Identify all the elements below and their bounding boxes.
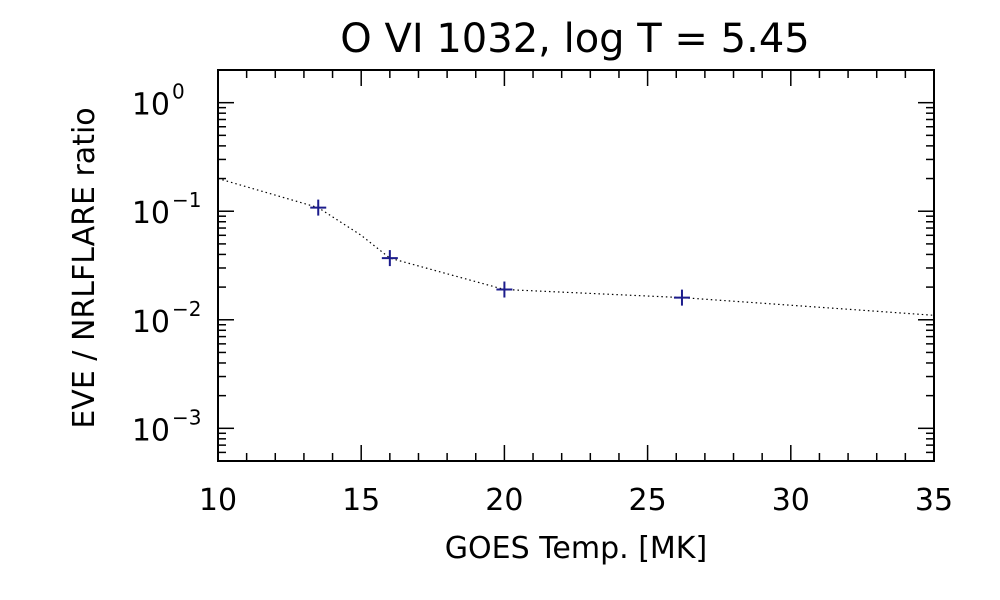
y-tick-label: 10 −1 — [132, 188, 202, 231]
y-tick-label-base: 10 — [132, 88, 170, 123]
x-tick-label: 20 — [485, 483, 523, 518]
y-tick-label-exponent: −2 — [172, 297, 201, 321]
y-tick-label-base: 10 — [132, 196, 170, 231]
y-tick-label-exponent: 0 — [172, 80, 185, 104]
y-tick-label-base: 10 — [132, 413, 170, 448]
y-tick-label-base: 10 — [132, 305, 170, 340]
x-tick-label: 30 — [772, 483, 810, 518]
y-axis-label: EVE / NRLFLARE ratio — [67, 107, 102, 428]
y-tick-label-exponent: −3 — [172, 405, 201, 429]
data-point — [381, 250, 398, 267]
y-tick-label: 10 0 — [132, 80, 185, 123]
data-point — [310, 199, 327, 216]
y-tick-label-exponent: −1 — [172, 188, 201, 212]
chart-title: O VI 1032, log T = 5.45 — [340, 16, 809, 62]
y-tick-label: 10 −3 — [132, 405, 202, 448]
x-tick-label: 10 — [199, 483, 237, 518]
x-tick-label: 15 — [342, 483, 380, 518]
y-tick-label: 10 −2 — [132, 297, 202, 340]
data-point — [673, 289, 690, 306]
curve-line — [217, 177, 935, 316]
x-axis-label: GOES Temp. [MK] — [445, 531, 707, 566]
x-tick-label: 25 — [629, 483, 667, 518]
plot-frame — [217, 69, 935, 462]
x-tick-label: 35 — [915, 483, 953, 518]
data-point — [496, 281, 513, 298]
